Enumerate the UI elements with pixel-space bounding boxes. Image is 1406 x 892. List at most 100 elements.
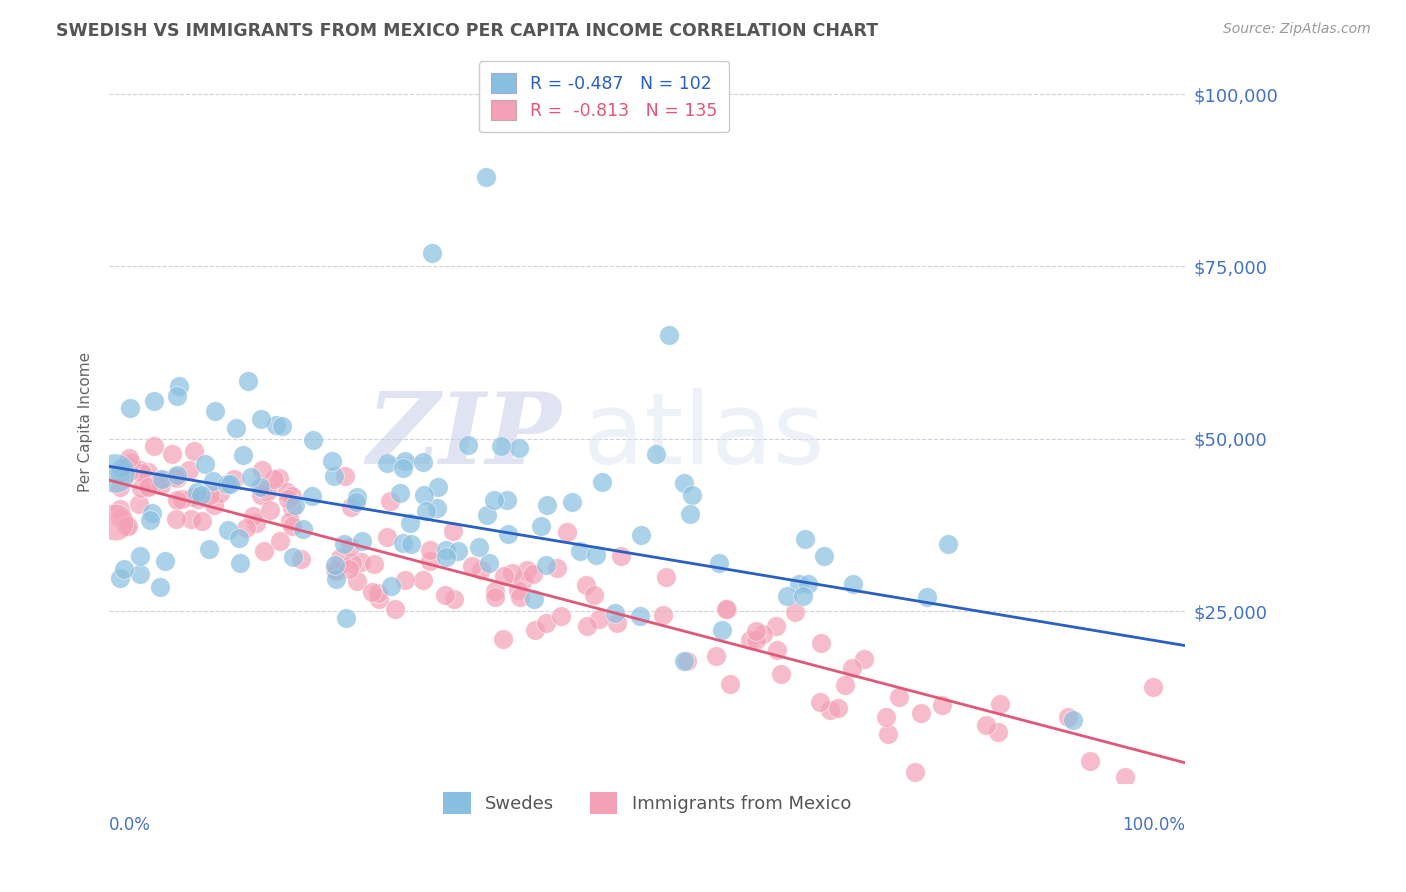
Point: [215, 476, 238, 491]
Point: [484, 493, 506, 508]
Text: 100.0%: 100.0%: [1122, 816, 1185, 834]
Point: [561, 494, 583, 508]
Point: [108, 502, 131, 516]
Point: [415, 504, 437, 518]
Point: [716, 601, 738, 615]
Point: [398, 516, 420, 531]
Point: [139, 513, 162, 527]
Point: [974, 718, 997, 732]
Point: [443, 592, 465, 607]
Point: [793, 532, 815, 546]
Point: [412, 455, 434, 469]
Point: [904, 765, 927, 780]
Point: [250, 488, 273, 502]
Point: [380, 579, 402, 593]
Point: [190, 488, 212, 502]
Point: [160, 447, 183, 461]
Point: [877, 727, 900, 741]
Point: [267, 471, 290, 485]
Point: [477, 508, 499, 523]
Point: [475, 169, 498, 184]
Point: [291, 522, 314, 536]
Point: [434, 549, 457, 564]
Point: [605, 606, 627, 620]
Point: [118, 401, 141, 415]
Point: [204, 404, 226, 418]
Point: [290, 552, 312, 566]
Point: [484, 584, 506, 599]
Point: [250, 412, 273, 426]
Point: [149, 580, 172, 594]
Point: [776, 589, 799, 603]
Point: [841, 661, 863, 675]
Point: [166, 492, 188, 507]
Text: SWEDISH VS IMMIGRANTS FROM MEXICO PER CAPITA INCOME CORRELATION CHART: SWEDISH VS IMMIGRANTS FROM MEXICO PER CA…: [56, 22, 879, 40]
Point: [128, 549, 150, 564]
Point: [524, 623, 547, 637]
Point: [323, 561, 346, 575]
Point: [509, 590, 531, 604]
Point: [339, 500, 361, 514]
Point: [489, 439, 512, 453]
Point: [609, 549, 631, 564]
Point: [745, 632, 768, 647]
Point: [718, 677, 741, 691]
Point: [350, 555, 373, 569]
Point: [367, 592, 389, 607]
Point: [1062, 713, 1084, 727]
Point: [281, 550, 304, 565]
Point: [131, 466, 153, 480]
Point: [576, 619, 599, 633]
Point: [512, 574, 534, 588]
Point: [284, 499, 307, 513]
Point: [745, 624, 768, 638]
Point: [253, 544, 276, 558]
Point: [325, 573, 347, 587]
Point: [136, 465, 159, 479]
Point: [384, 601, 406, 615]
Point: [426, 501, 449, 516]
Point: [887, 690, 910, 704]
Point: [323, 558, 346, 573]
Point: [389, 485, 412, 500]
Point: [108, 511, 131, 525]
Point: [128, 497, 150, 511]
Point: [263, 472, 285, 486]
Point: [714, 601, 737, 615]
Point: [252, 463, 274, 477]
Point: [522, 567, 544, 582]
Point: [187, 491, 209, 506]
Point: [136, 480, 159, 494]
Point: [645, 446, 668, 460]
Point: [910, 706, 932, 720]
Point: [138, 479, 160, 493]
Point: [818, 702, 841, 716]
Point: [352, 533, 374, 548]
Point: [492, 632, 515, 646]
Point: [121, 456, 143, 470]
Point: [236, 374, 259, 388]
Point: [201, 475, 224, 489]
Point: [194, 457, 217, 471]
Point: [186, 484, 208, 499]
Point: [242, 509, 264, 524]
Point: [419, 543, 441, 558]
Point: [321, 453, 343, 467]
Point: [104, 515, 127, 529]
Point: [222, 472, 245, 486]
Point: [252, 481, 274, 495]
Point: [128, 566, 150, 581]
Point: [259, 503, 281, 517]
Point: [501, 566, 523, 581]
Point: [394, 574, 416, 588]
Point: [198, 488, 221, 502]
Point: [673, 654, 696, 668]
Point: [783, 605, 806, 619]
Point: [280, 500, 302, 515]
Point: [738, 633, 761, 648]
Point: [256, 485, 278, 500]
Point: [675, 654, 697, 668]
Point: [302, 433, 325, 447]
Point: [419, 554, 441, 568]
Point: [108, 466, 131, 480]
